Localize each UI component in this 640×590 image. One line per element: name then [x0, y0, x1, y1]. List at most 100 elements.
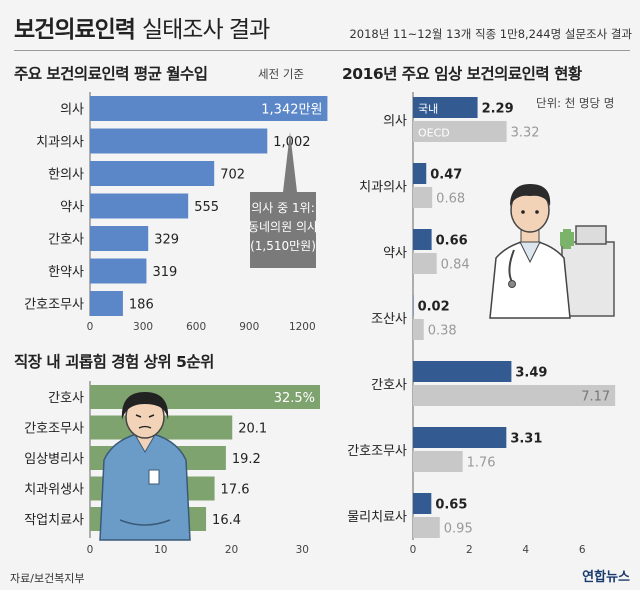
income-category-label: 간호사	[48, 233, 84, 248]
income-chart-note: 세전 기준	[258, 67, 304, 81]
income-bar	[90, 226, 149, 251]
staffing-chart-title: 2016년 주요 임상 보건의료인력 현황	[342, 65, 582, 83]
income-bar	[90, 161, 215, 186]
legend-oecd: OECD	[418, 127, 450, 140]
staffing-value-oecd: 0.68	[436, 192, 465, 207]
title-rest: 실태조사 결과	[141, 17, 270, 43]
staffing-category-label: 조산사	[371, 312, 407, 327]
harassment-category-label: 간호사	[48, 391, 84, 406]
income-tick-label: 300	[133, 321, 153, 333]
staffing-category-label: 의사	[383, 114, 407, 129]
staffing-category-label: 간호조무사	[347, 444, 407, 459]
staffing-unit-note: 단위: 천 명당 명	[536, 96, 615, 110]
staffing-bar-oecd	[413, 121, 507, 142]
income-tick-label: 0	[87, 321, 94, 333]
nurse-illustration	[99, 392, 191, 541]
staffing-bar-oecd	[413, 517, 440, 538]
income-value-label: 555	[194, 200, 219, 215]
harassment-category-label: 작업치료사	[24, 513, 84, 528]
income-value-label: 1,342만원	[261, 103, 322, 118]
staffing-bar-domestic	[413, 427, 507, 448]
staffing-value-domestic: 3.49	[515, 366, 547, 381]
harassment-tick-label: 0	[87, 544, 94, 556]
income-category-label: 간호조무사	[24, 298, 84, 313]
staffing-value-oecd: 0.95	[444, 522, 473, 537]
staffing-value-oecd: 1.76	[467, 456, 496, 471]
staffing-bar-domestic	[413, 97, 478, 118]
income-bar	[90, 128, 268, 154]
staffing-bar-oecd	[413, 385, 616, 406]
income-tick-label: 900	[239, 321, 259, 333]
income-tick-label: 600	[186, 321, 206, 333]
income-category-label: 한의사	[48, 168, 84, 183]
staffing-value-oecd: 3.32	[511, 126, 540, 141]
survey-note: 2018년 11~12월 13개 직종 1만8,244명 설문조사 결과	[349, 27, 632, 41]
staffing-category-label: 물리치료사	[347, 510, 407, 525]
staffing-value-domestic: 0.47	[430, 168, 462, 183]
logo-text: 연합뉴스	[582, 570, 630, 585]
harassment-tick-label: 20	[225, 544, 238, 556]
doctor-illustration	[489, 184, 615, 319]
staffing-value-domestic: 2.29	[482, 102, 514, 117]
staffing-bar-domestic	[413, 361, 512, 382]
income-category-label: 한약사	[48, 265, 84, 280]
staffing-value-oecd: 7.17	[581, 390, 610, 405]
income-value-label: 329	[154, 233, 179, 248]
staffing-bar-oecd	[413, 451, 463, 472]
staffing-bar-oecd	[413, 187, 433, 208]
staffing-value-domestic: 0.02	[418, 300, 450, 315]
staffing-value-domestic: 3.31	[510, 432, 542, 447]
harassment-chart-title: 직장 내 괴롭힘 경험 상위 5순위	[14, 353, 214, 371]
title-divider	[14, 50, 630, 51]
harassment-value-label: 20.1	[238, 422, 267, 437]
income-value-label: 702	[220, 168, 245, 183]
income-value-label: 186	[129, 298, 154, 313]
callout-text: 동네의원 의사	[248, 220, 318, 234]
harassment-value-label: 16.4	[212, 513, 241, 528]
staffing-category-label: 약사	[383, 246, 407, 261]
harassment-tick-label: 30	[296, 544, 309, 556]
harassment-category-label: 간호조무사	[24, 422, 84, 437]
harassment-value-label: 32.5%	[274, 391, 315, 406]
callout-text: (1,510만원)	[250, 239, 316, 253]
harassment-value-label: 17.6	[221, 483, 250, 498]
income-bar	[90, 258, 147, 284]
staffing-bar-oecd	[413, 253, 437, 274]
harassment-category-label: 치과위생사	[24, 483, 84, 498]
income-bar	[90, 193, 189, 219]
staffing-category-label: 치과의사	[359, 180, 407, 195]
staffing-value-oecd: 0.38	[428, 324, 457, 339]
staffing-tick-label: 4	[522, 544, 529, 556]
staffing-category-label: 간호사	[371, 378, 407, 393]
income-value-label: 1,002	[273, 135, 310, 150]
staffing-tick-label: 2	[466, 544, 473, 556]
staffing-bar-domestic	[413, 493, 432, 514]
staffing-chart: 의사 2.29 3.32 국내 OECD 치과의사 0.47 0.68 약사 0.66 0.84 조산…	[347, 92, 616, 556]
income-category-label: 의사	[60, 103, 84, 118]
income-bar	[90, 96, 328, 121]
legend-domestic: 국내	[418, 103, 438, 116]
page-title: 보건의료인력 실태조사 결과	[14, 10, 270, 44]
income-bar	[90, 291, 123, 316]
staffing-bar-oecd	[413, 319, 424, 340]
staffing-value-domestic: 0.65	[435, 498, 467, 513]
staffing-value-domestic: 0.66	[436, 234, 468, 249]
staffing-tick-label: 0	[410, 544, 417, 556]
title-bold: 보건의료인력	[14, 17, 136, 43]
income-category-label: 약사	[60, 200, 84, 215]
income-category-label: 치과의사	[36, 135, 84, 150]
harassment-category-label: 임상병리사	[24, 452, 84, 467]
staffing-tick-label: 6	[579, 544, 586, 556]
income-tick-label: 1200	[289, 321, 316, 333]
callout-box	[250, 132, 316, 268]
staffing-bar-domestic	[413, 229, 432, 250]
income-value-label: 319	[152, 265, 177, 280]
callout-text: 의사 중 1위:	[251, 201, 314, 215]
staffing-bar-domestic	[413, 295, 414, 316]
source-note: 자료/보건복지부	[10, 572, 85, 585]
income-chart-title: 주요 보건의료인력 평균 월수입	[14, 65, 208, 83]
harassment-tick-label: 10	[154, 544, 167, 556]
harassment-value-label: 19.2	[232, 452, 261, 467]
